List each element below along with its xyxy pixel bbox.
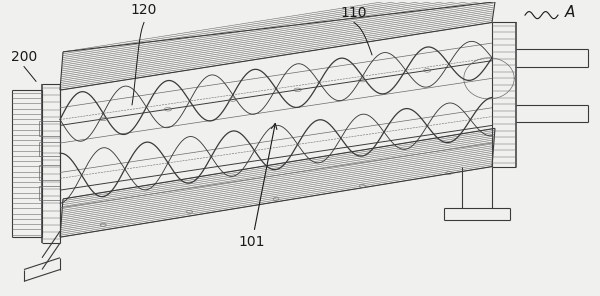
Text: 110: 110	[341, 6, 367, 20]
Text: 200: 200	[11, 50, 37, 64]
Text: 101: 101	[239, 123, 277, 249]
Text: A: A	[565, 5, 575, 20]
Text: 120: 120	[131, 3, 157, 17]
